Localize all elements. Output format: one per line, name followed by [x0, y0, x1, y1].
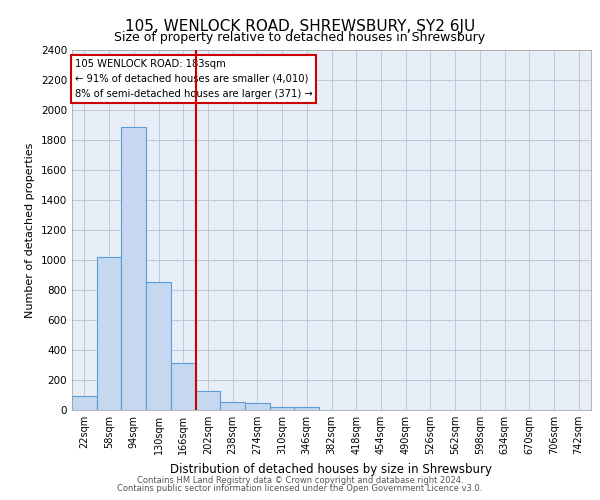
Bar [72, 396, 97, 410]
Bar [220, 402, 245, 410]
X-axis label: Distribution of detached houses by size in Shrewsbury: Distribution of detached houses by size … [170, 462, 493, 475]
Bar [270, 407, 295, 410]
Text: 105, WENLOCK ROAD, SHREWSBURY, SY2 6JU: 105, WENLOCK ROAD, SHREWSBURY, SY2 6JU [125, 19, 475, 34]
Text: Size of property relative to detached houses in Shrewsbury: Size of property relative to detached ho… [115, 31, 485, 44]
Bar [146, 282, 171, 410]
Text: Contains HM Land Registry data © Crown copyright and database right 2024.: Contains HM Land Registry data © Crown c… [137, 476, 463, 485]
Bar [97, 257, 121, 410]
Text: Contains public sector information licensed under the Open Government Licence v3: Contains public sector information licen… [118, 484, 482, 493]
Y-axis label: Number of detached properties: Number of detached properties [25, 142, 35, 318]
Bar [196, 391, 220, 410]
Bar [245, 403, 270, 410]
Bar [171, 363, 196, 410]
Bar [295, 408, 319, 410]
Bar [121, 126, 146, 410]
Text: 105 WENLOCK ROAD: 183sqm
← 91% of detached houses are smaller (4,010)
8% of semi: 105 WENLOCK ROAD: 183sqm ← 91% of detach… [74, 59, 313, 98]
